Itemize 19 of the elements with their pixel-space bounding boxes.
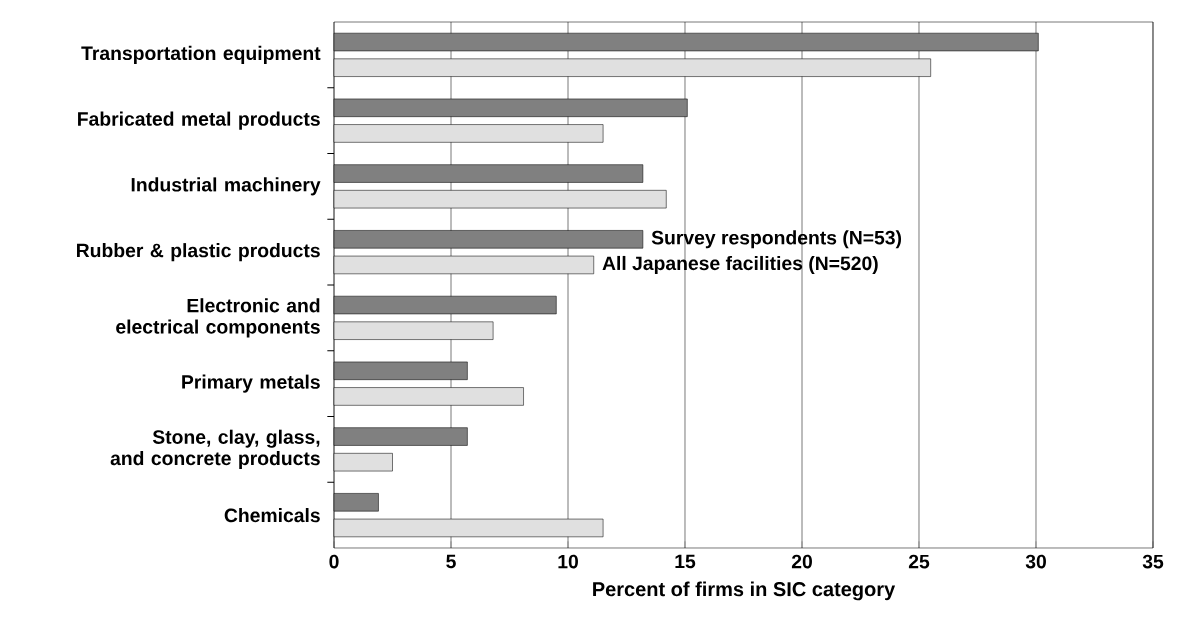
y-tick-label: Industrial machinery xyxy=(131,177,321,196)
y-tick-label: Rubber & plastic products xyxy=(77,243,320,262)
x-tick-label: 30 xyxy=(1025,554,1046,569)
y-tick-label: Transportation equipment xyxy=(81,45,321,64)
series-label: All Japanese facilities (N=520) xyxy=(602,255,878,274)
x-tick-label: 25 xyxy=(908,554,930,569)
y-tick-label: Electronic and electrical components xyxy=(116,298,320,338)
x-tick-label: 15 xyxy=(675,554,696,569)
y-tick-label: Primary metals xyxy=(182,374,320,393)
series-label: Survey respondents (N=53) xyxy=(651,230,902,249)
x-tick-label: 5 xyxy=(446,554,456,569)
x-tick-label: 20 xyxy=(791,554,812,569)
x-tick-label: 10 xyxy=(558,554,578,569)
x-tick-label: 35 xyxy=(1142,554,1164,569)
y-tick-label: Chemicals xyxy=(224,508,320,523)
y-tick-label: Stone, clay, glass, and concrete products xyxy=(110,429,320,470)
y-tick-label: Fabricated metal products xyxy=(78,111,320,130)
x-tick-label: 0 xyxy=(329,554,339,569)
x-axis-title: Percent of firms in SIC category xyxy=(593,581,896,601)
